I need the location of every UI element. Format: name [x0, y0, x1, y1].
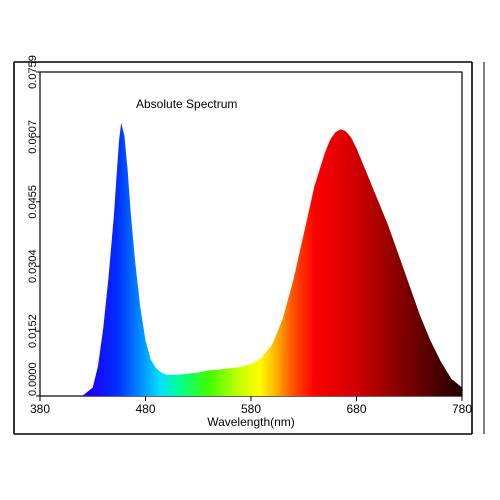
spectrum-area — [40, 122, 462, 397]
chart-title: Absolute Spectrum — [136, 97, 237, 111]
y-tick-label: 0.0000 — [27, 362, 39, 396]
y-tick-label: 0.0304 — [27, 249, 39, 283]
x-tick-label: 480 — [135, 402, 155, 416]
y-tick-label: 0.0152 — [27, 314, 39, 348]
y-tick-label: 0.0759 — [27, 55, 39, 89]
y-tick-label: 0.0455 — [27, 185, 39, 219]
x-tick-label: 680 — [346, 402, 366, 416]
x-tick-label: 380 — [30, 402, 50, 416]
x-axis-title: Wavelength(nm) — [207, 415, 295, 429]
x-tick-label: 580 — [241, 402, 261, 416]
y-tick-label: 0.0607 — [27, 120, 39, 154]
x-tick-label: 780 — [452, 402, 472, 416]
